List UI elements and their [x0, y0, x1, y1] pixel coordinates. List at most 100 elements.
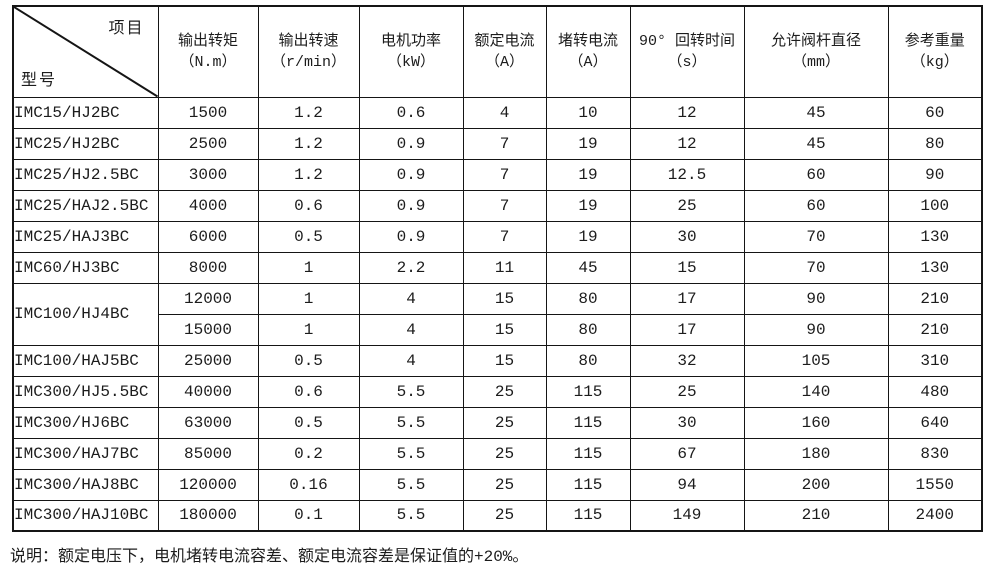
value-cell: 30: [629, 406, 745, 439]
column-name: 90° 回转时间: [638, 32, 735, 50]
value-cell: 80: [887, 127, 983, 160]
value-cell: 105: [743, 344, 889, 377]
value-cell: 120000: [157, 468, 259, 501]
value-cell: 45: [743, 127, 889, 160]
value-cell: 1: [257, 282, 360, 315]
model-cell: IMC300/HJ5.5BC: [12, 375, 159, 408]
value-cell: 4: [358, 282, 464, 315]
value-cell: 4: [358, 313, 464, 346]
model-cell: IMC25/HAJ2.5BC: [12, 189, 159, 222]
table-row: IMC15/HJ2BC 1500 1.2 0.6 4 10 12 45 60: [12, 96, 983, 129]
table-row: IMC100/HJ4BC 12000 1 4 15 80 17 90 210: [12, 282, 983, 346]
value-cell: 4: [358, 344, 464, 377]
column-header-3: 额定电流 （A）: [462, 5, 547, 98]
value-cell: 115: [545, 499, 631, 532]
column-name: 输出转速: [278, 32, 339, 50]
value-cell: 60: [887, 96, 983, 129]
table-row: IMC25/HAJ2.5BC 4000 0.6 0.9 7 19 25 60 100: [12, 189, 983, 222]
value-cell: 10: [545, 96, 631, 129]
value-cell: 180000: [157, 499, 259, 532]
column-header-6: 允许阀杆直径 （mm）: [743, 5, 889, 98]
value-cell: 80: [545, 344, 631, 377]
value-cell: 70: [743, 220, 889, 253]
value-cell: 0.1: [257, 499, 360, 532]
value-cell: 60: [743, 158, 889, 191]
column-unit: （s）: [667, 53, 707, 71]
value-cell: 2.2: [358, 251, 464, 284]
model-cell: IMC300/HAJ7BC: [12, 437, 159, 470]
column-unit: （A）: [568, 53, 608, 71]
value-cell: 11: [462, 251, 547, 284]
value-cell: 12000: [157, 282, 259, 315]
value-cell: 32: [629, 344, 745, 377]
value-cell: 115: [545, 406, 631, 439]
table-row: IMC25/HJ2BC 2500 1.2 0.9 7 19 12 45 80: [12, 127, 983, 160]
value-cell: 40000: [157, 375, 259, 408]
model-cell: IMC25/HJ2BC: [12, 127, 159, 160]
value-cell: 67: [629, 437, 745, 470]
value-cell: 90: [743, 282, 889, 315]
value-cell: 1550: [887, 468, 983, 501]
value-cell: 115: [545, 375, 631, 408]
value-cell: 2400: [887, 499, 983, 532]
value-cell: 15: [629, 251, 745, 284]
value-cell: 1.2: [257, 158, 360, 191]
value-cell: 85000: [157, 437, 259, 470]
value-cell: 640: [887, 406, 983, 439]
column-header-0: 输出转矩 （N.m）: [157, 5, 259, 98]
value-cell: 210: [887, 313, 983, 346]
value-cell: 0.9: [358, 220, 464, 253]
value-cell: 7: [462, 189, 547, 222]
column-name: 参考重量: [904, 32, 965, 50]
value-cell: 130: [887, 220, 983, 253]
value-cell: 17: [629, 313, 745, 346]
value-cell: 25: [629, 189, 745, 222]
column-unit: （kg）: [910, 53, 959, 71]
table-row: IMC300/HAJ10BC 180000 0.1 5.5 25 115 149 210 240…: [12, 499, 983, 532]
value-cell: 70: [743, 251, 889, 284]
corner-label-model: 型号: [21, 71, 58, 90]
value-cell: 5.5: [358, 468, 464, 501]
column-unit: （N.m）: [179, 53, 237, 71]
model-cell: IMC100/HJ4BC: [12, 282, 159, 346]
value-cell: 0.9: [358, 127, 464, 160]
column-header-2: 电机功率 （kW）: [358, 5, 464, 98]
value-cell: 1500: [157, 96, 259, 129]
model-cell: IMC25/HAJ3BC: [12, 220, 159, 253]
value-cell: 60: [743, 189, 889, 222]
value-cell: 310: [887, 344, 983, 377]
note-text: 说明：额定电压下，电机堵转电流容差、额定电流容差是保证值的+20%。: [10, 548, 529, 566]
value-cell: 25: [462, 437, 547, 470]
model-cell: IMC300/HAJ10BC: [12, 499, 159, 532]
value-cell: 7: [462, 220, 547, 253]
value-cell: 15000: [157, 313, 259, 346]
value-cell: 160: [743, 406, 889, 439]
value-cell: 19: [545, 189, 631, 222]
column-unit: （r/min）: [270, 53, 346, 71]
value-cell: 25000: [157, 344, 259, 377]
column-name: 电机功率: [380, 32, 441, 50]
value-cell: 130: [887, 251, 983, 284]
value-cell: 1: [257, 313, 360, 346]
table-row: IMC300/HJ5.5BC 40000 0.6 5.5 25 115 25 140 480: [12, 375, 983, 408]
value-cell: 1.2: [257, 127, 360, 160]
table-row: IMC25/HAJ3BC 6000 0.5 0.9 7 19 30 70 130: [12, 220, 983, 253]
model-cell: IMC100/HAJ5BC: [12, 344, 159, 377]
value-cell: 830: [887, 437, 983, 470]
value-cell: 210: [743, 499, 889, 532]
table-row: IMC60/HJ3BC 8000 1 2.2 11 45 15 70 130: [12, 251, 983, 284]
model-cell: IMC60/HJ3BC: [12, 251, 159, 284]
value-cell: 25: [629, 375, 745, 408]
value-cell: 0.6: [358, 96, 464, 129]
value-cell: 100: [887, 189, 983, 222]
table-row: IMC300/HAJ7BC 85000 0.2 5.5 25 115 67 180 830: [12, 437, 983, 470]
value-cell: 19: [545, 158, 631, 191]
value-cell: 5.5: [358, 406, 464, 439]
value-cell: 0.6: [257, 375, 360, 408]
column-header-4: 堵转电流 （A）: [545, 5, 631, 98]
value-cell: 80: [545, 313, 631, 346]
value-cell: 480: [887, 375, 983, 408]
value-cell: 12: [629, 96, 745, 129]
value-cell: 8000: [157, 251, 259, 284]
